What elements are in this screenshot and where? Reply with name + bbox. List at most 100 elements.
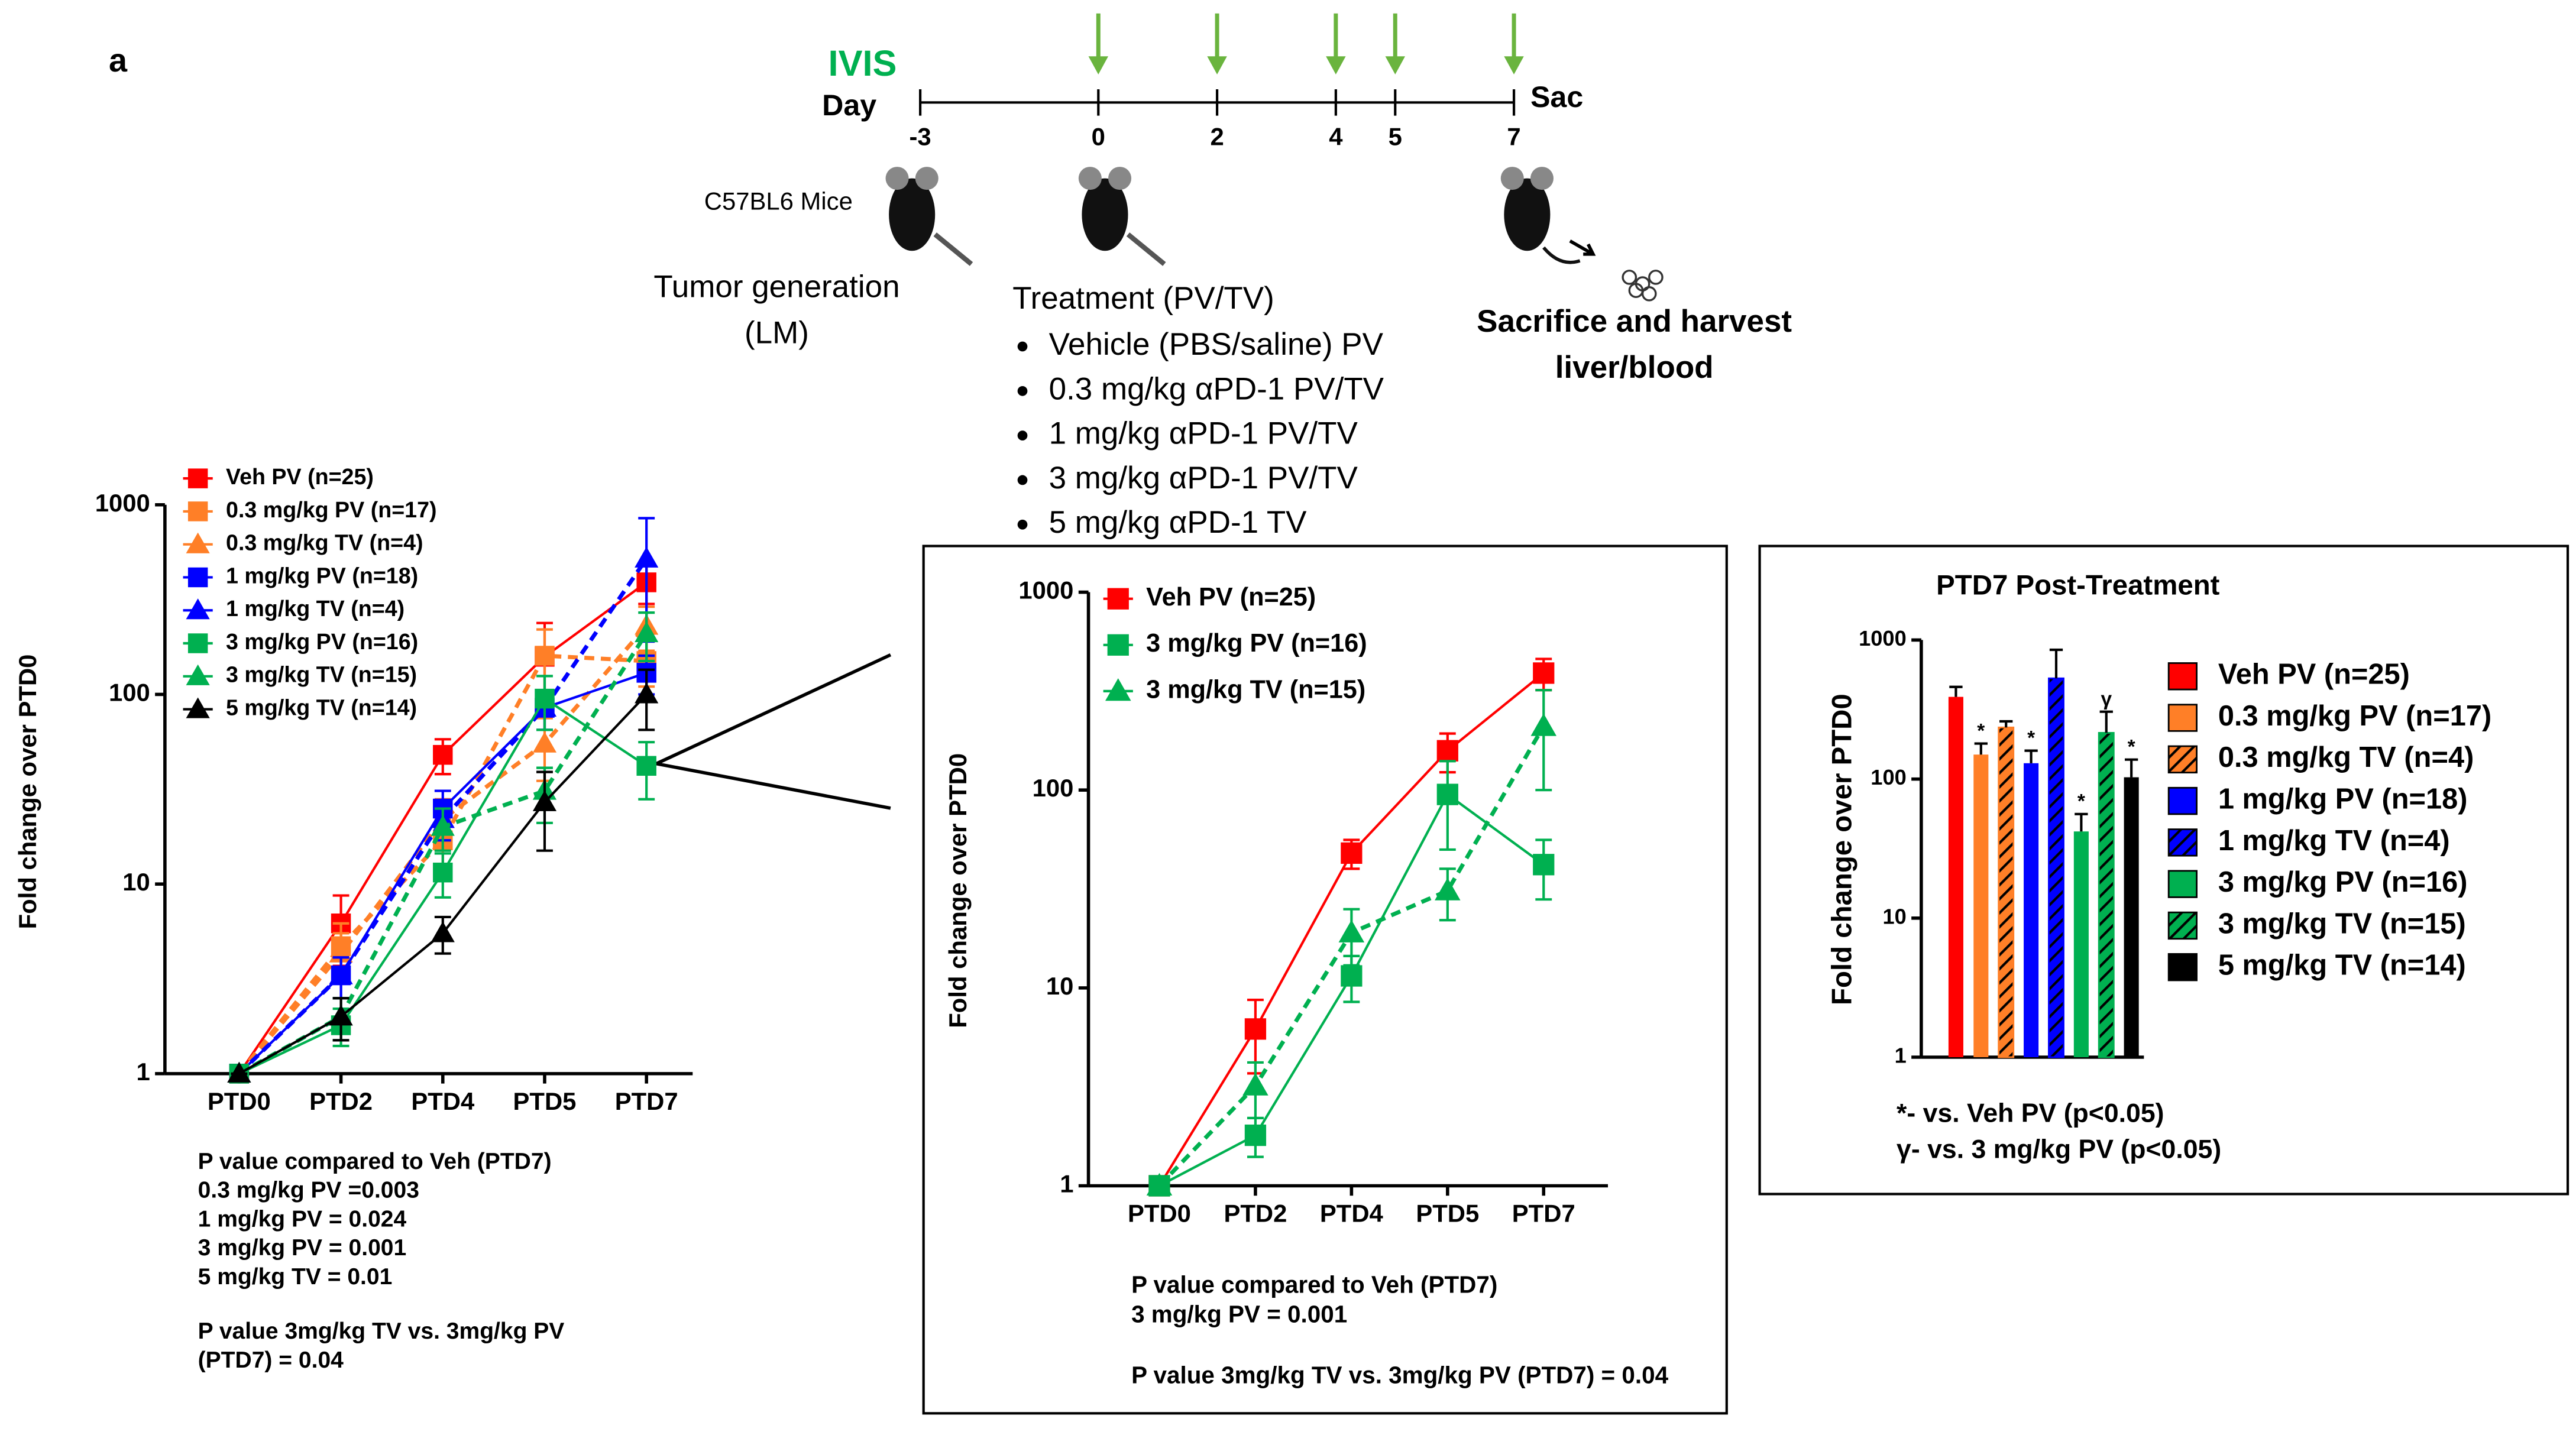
legend-label: 1 mg/kg TV (n=4) bbox=[226, 596, 404, 621]
chart-title: PTD7 Post-Treatment bbox=[1936, 570, 2219, 601]
error-bar bbox=[2075, 812, 2088, 832]
chart: 1 10 100 1000 Fold change over PTD0 P value c… bbox=[14, 464, 693, 1373]
tumor-text: (LM) bbox=[745, 316, 809, 351]
y-tick-label: 1000 bbox=[1018, 576, 1073, 604]
x-tick-label: PTD4 bbox=[411, 1087, 475, 1115]
day-number: 7 bbox=[1507, 123, 1520, 151]
legend-marker bbox=[186, 697, 210, 718]
mouse-icons bbox=[885, 167, 1664, 302]
sacrifice-text: Sacrifice and harvest bbox=[1477, 304, 1792, 339]
marker bbox=[636, 756, 656, 776]
error-bar bbox=[2125, 758, 2138, 778]
legend-label: 0.3 mg/kg PV (n=17) bbox=[226, 497, 437, 522]
marker bbox=[433, 744, 453, 765]
connector bbox=[656, 762, 891, 810]
marker bbox=[1530, 713, 1557, 736]
marker bbox=[1244, 1124, 1267, 1146]
y-tick-label: 100 bbox=[1870, 765, 1906, 789]
marker bbox=[227, 1061, 251, 1083]
marker bbox=[535, 688, 555, 709]
legend-swatch bbox=[2167, 828, 2198, 857]
legend-marker bbox=[187, 567, 208, 588]
bar-annotation: * bbox=[2027, 727, 2035, 749]
marker bbox=[431, 815, 455, 836]
bar bbox=[2073, 831, 2089, 1057]
x-tick-label: PTD0 bbox=[208, 1087, 271, 1115]
legend-swatch bbox=[2167, 911, 2198, 940]
marker bbox=[1244, 1018, 1267, 1040]
x-tick-label: PTD5 bbox=[1416, 1200, 1479, 1227]
legend-label: 3 mg/kg PV (n=16) bbox=[226, 629, 418, 654]
dose-arrow-head bbox=[1088, 56, 1109, 74]
strain: C57BL6 Mice bbox=[704, 187, 853, 215]
day-number: 4 bbox=[1329, 123, 1343, 151]
chart: 1 10 100 1000 Fold change over PTD0 PTD7 Post… bbox=[1826, 570, 2491, 1164]
legend-swatch bbox=[2167, 953, 2198, 981]
marker bbox=[635, 621, 659, 643]
legend-label: Veh PV (n=25) bbox=[1146, 583, 1316, 611]
treatment-item: 0.3 mg/kg αPD-1 PV/TV bbox=[1049, 371, 1384, 406]
error-bar bbox=[1974, 742, 1988, 755]
bar bbox=[1973, 754, 1989, 1057]
legend-marker bbox=[186, 532, 210, 553]
x-tick-label: PTD2 bbox=[1224, 1200, 1287, 1227]
legend-marker bbox=[187, 633, 208, 653]
error-bar bbox=[536, 770, 553, 852]
y-tick-label: 1 bbox=[1060, 1170, 1073, 1198]
day-number: -3 bbox=[910, 123, 931, 151]
legend-label: 5 mg/kg TV (n=14) bbox=[2218, 950, 2466, 981]
x-tick-label: PTD2 bbox=[309, 1087, 373, 1115]
marker bbox=[1146, 1172, 1173, 1196]
marker bbox=[1341, 965, 1363, 987]
legend-label: 0.3 mg/kg TV (n=4) bbox=[2218, 741, 2474, 773]
y-tick-label: 10 bbox=[1046, 972, 1074, 1000]
legend-swatch bbox=[2167, 662, 2198, 691]
y-tick-label: 100 bbox=[109, 679, 150, 707]
legend-label: 3 mg/kg PV (n=16) bbox=[1146, 629, 1367, 657]
day-number: 2 bbox=[1210, 123, 1224, 151]
note: P value 3mg/kg TV vs. 3mg/kg PV bbox=[198, 1319, 565, 1344]
timeline: IVIS Day Sac -3 0 2 4 5 7 C57BL6 Mice Tumor genera… bbox=[653, 13, 1792, 540]
bullet bbox=[1017, 430, 1028, 440]
bar bbox=[1998, 726, 2015, 1058]
charts: 1 10 100 1000 Fold change over PTD0 P value c… bbox=[14, 464, 2491, 1389]
marker bbox=[1341, 842, 1363, 864]
error-bar bbox=[1535, 689, 1552, 792]
dose-arrow-head bbox=[1326, 56, 1346, 74]
bar-annotation: * bbox=[2128, 736, 2135, 758]
imaging-label: IVIS bbox=[829, 43, 897, 84]
bar-annotation: γ bbox=[2101, 688, 2112, 710]
marker bbox=[329, 1005, 353, 1026]
legend-label: 3 mg/kg TV (n=15) bbox=[226, 662, 417, 687]
legend-label: 3 mg/kg TV (n=15) bbox=[1146, 675, 1365, 704]
legend-label: 3 mg/kg PV (n=16) bbox=[2218, 866, 2468, 898]
legend-marker bbox=[187, 468, 208, 488]
error-bar bbox=[2049, 648, 2063, 679]
day-label: Day bbox=[822, 89, 876, 122]
note: *- vs. Veh PV (p<0.05) bbox=[1897, 1099, 2164, 1128]
x-tick-label: PTD5 bbox=[513, 1087, 577, 1115]
note: P value compared to Veh (PTD7) bbox=[198, 1149, 552, 1174]
bar bbox=[2124, 777, 2139, 1057]
y-axis-label: Fold change over PTD0 bbox=[944, 753, 972, 1028]
legend-swatch bbox=[2167, 745, 2198, 774]
marker bbox=[635, 682, 659, 704]
x-tick-label: PTD7 bbox=[1512, 1200, 1575, 1227]
marker bbox=[329, 963, 353, 984]
legend-marker bbox=[186, 598, 210, 620]
y-tick-label: 1000 bbox=[1859, 626, 1907, 650]
bullet bbox=[1017, 341, 1028, 352]
legend-marker bbox=[186, 664, 210, 685]
panel-label: a bbox=[109, 42, 128, 79]
bar bbox=[2048, 677, 2064, 1058]
legend-marker bbox=[1105, 678, 1131, 701]
treatment-item: Vehicle (PBS/saline) PV bbox=[1049, 327, 1384, 362]
error-bar bbox=[1949, 685, 1963, 697]
bullet bbox=[1017, 519, 1028, 530]
marker bbox=[1338, 919, 1365, 942]
bullet bbox=[1017, 386, 1028, 396]
marker bbox=[1242, 1073, 1268, 1096]
marker bbox=[1533, 662, 1555, 684]
x-tick-label: PTD0 bbox=[1128, 1200, 1191, 1227]
